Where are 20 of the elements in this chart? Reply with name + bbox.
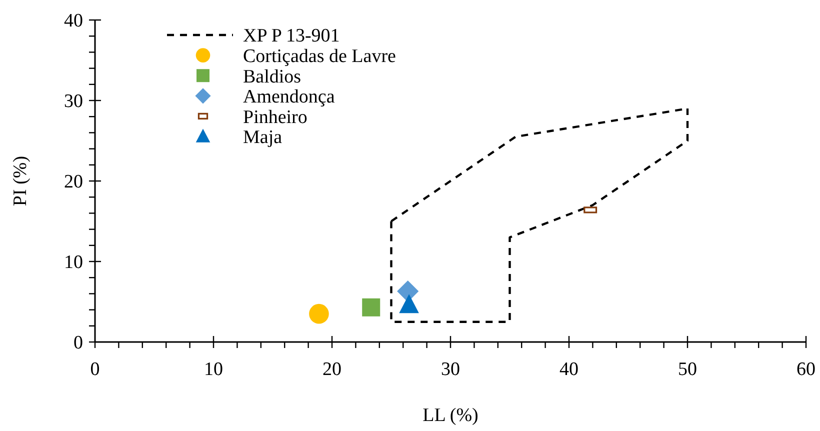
y-tick-label: 30 — [64, 91, 83, 112]
y-tick-label: 40 — [64, 10, 83, 32]
x-tick-label: 10 — [204, 359, 223, 380]
y-tick-label: 0 — [74, 332, 83, 354]
legend-label: Baldios — [243, 66, 302, 88]
x-axis-title: LL (%) — [422, 405, 478, 426]
y-axis-title: PI (%) — [10, 156, 31, 206]
legend-label: XP P 13-901 — [243, 26, 340, 47]
x-tick-label: 50 — [678, 359, 697, 380]
x-tick-label: 60 — [796, 359, 816, 380]
x-tick-label: 30 — [441, 359, 460, 380]
legend-label: Pinheiro — [243, 106, 308, 128]
x-tick-label: 0 — [90, 359, 100, 380]
y-tick-label: 10 — [64, 252, 83, 274]
legend-label: Amendonça — [243, 86, 336, 108]
x-tick-label: 40 — [560, 359, 578, 380]
y-tick-label: 20 — [64, 172, 83, 193]
legend-label: Cortiçadas de Lavre — [243, 46, 396, 67]
x-tick-label: 20 — [322, 359, 342, 380]
legend-label: Maja — [243, 127, 283, 148]
